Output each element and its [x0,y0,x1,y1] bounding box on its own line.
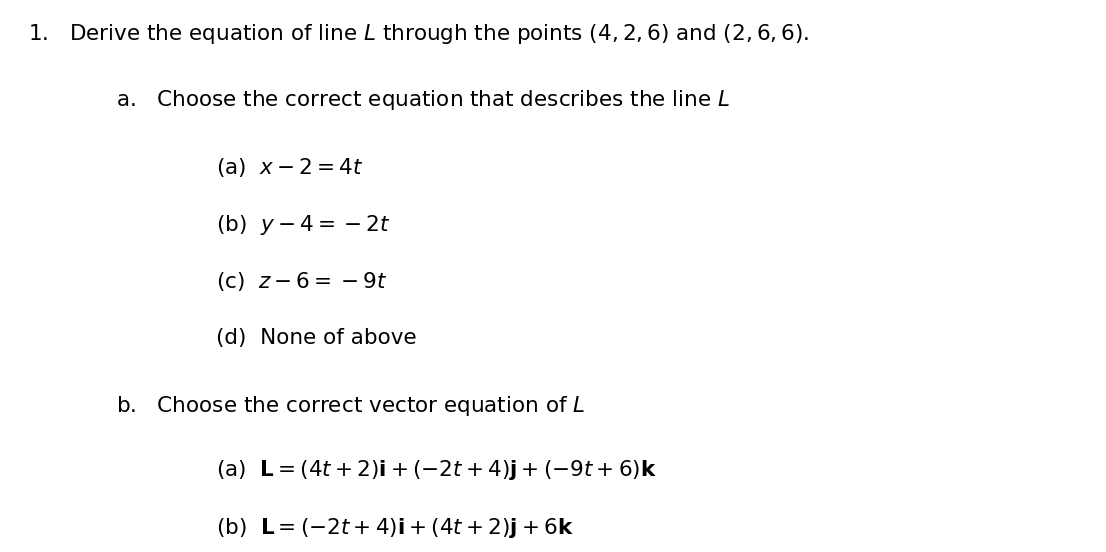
Text: b.   Choose the correct vector equation of $L$: b. Choose the correct vector equation of… [116,394,585,418]
Text: (a)  $\mathbf{L} = (4t + 2)\mathbf{i} + (-2t + 4)\mathbf{j} + (-9t + 6)\mathbf{k: (a) $\mathbf{L} = (4t + 2)\mathbf{i} + (… [216,458,657,482]
Text: (b)  $\mathbf{L} = (-2t + 4)\mathbf{i} + (4t + 2)\mathbf{j} + 6\mathbf{k}$: (b) $\mathbf{L} = (-2t + 4)\mathbf{i} + … [216,516,574,540]
Text: (a)  $x - 2 = 4t$: (a) $x - 2 = 4t$ [216,156,363,179]
Text: a.   Choose the correct equation that describes the line $L$: a. Choose the correct equation that desc… [116,88,730,112]
Text: 1.   Derive the equation of line $L$ through the points $(4, 2, 6)$ and $(2, 6, : 1. Derive the equation of line $L$ throu… [28,22,808,46]
Text: (b)  $y - 4 = -2t$: (b) $y - 4 = -2t$ [216,213,390,237]
Text: (c)  $z - 6 = -9t$: (c) $z - 6 = -9t$ [216,270,387,294]
Text: (d)  None of above: (d) None of above [216,328,416,348]
